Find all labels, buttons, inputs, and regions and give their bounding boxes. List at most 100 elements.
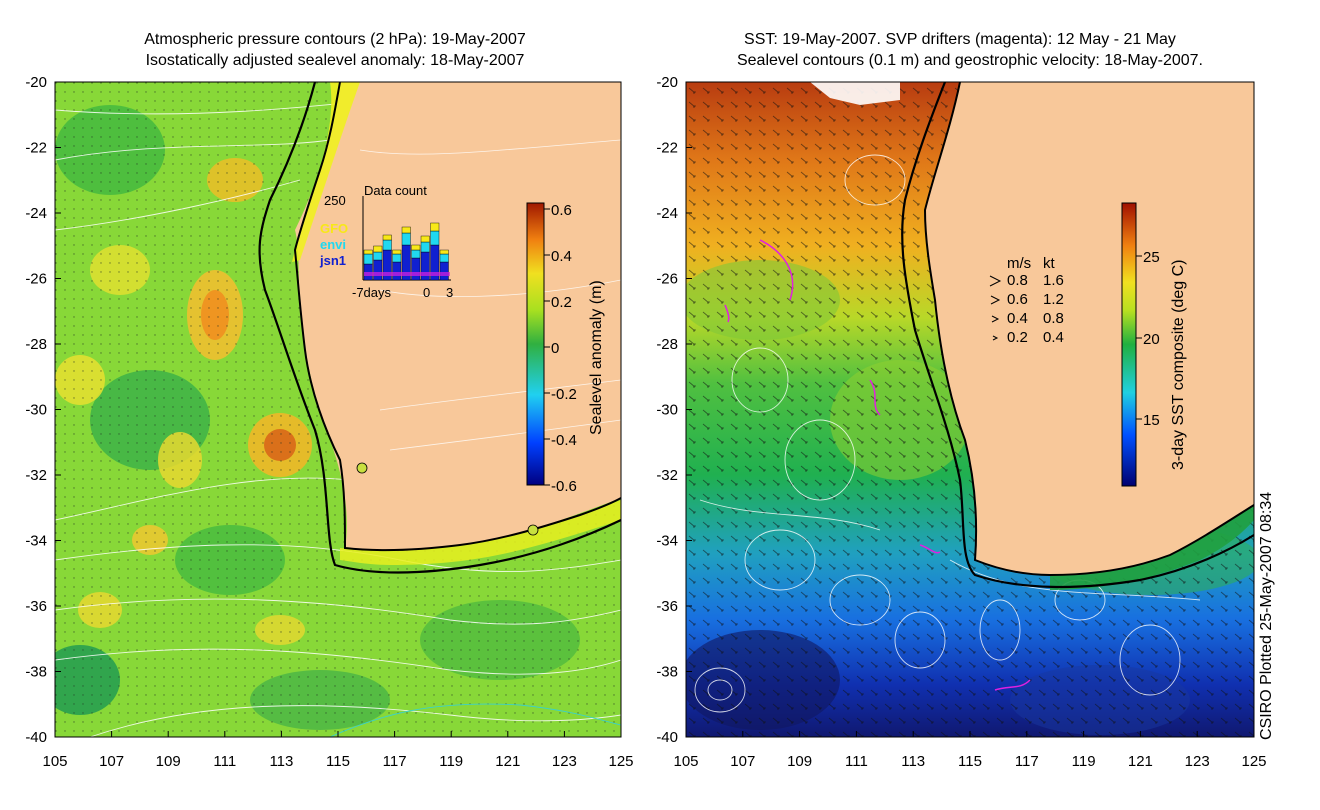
- x-tick-label: 111: [845, 753, 868, 770]
- sst-colorbar: [1121, 202, 1137, 487]
- x-tick-label: 107: [730, 753, 755, 770]
- y-tick-label: -38: [25, 664, 47, 681]
- inset-bar-segment: [439, 253, 449, 263]
- inset-bar-segment: [373, 251, 383, 261]
- sst-tick-label: 20: [1143, 331, 1160, 348]
- x-tick-label: 123: [552, 753, 577, 770]
- inset-legend-jsn1: jsn1: [319, 253, 346, 268]
- speed-legend: m/s kt 0.8 1.6 0.6 1.2 0.4 0.8 0.2 0.4: [989, 255, 1064, 346]
- y-tick-label: -34: [656, 533, 678, 550]
- sst-tick-label: 15: [1143, 412, 1160, 429]
- inset-x-label-end: 3: [446, 285, 453, 300]
- x-tick-label: 115: [958, 753, 982, 770]
- y-tick-label: -36: [25, 598, 47, 615]
- inset-bar-segment: [382, 234, 392, 241]
- svp-drifters: [724, 239, 1031, 691]
- y-tick-label: -30: [656, 402, 678, 419]
- y-tick-label: -38: [656, 664, 678, 681]
- inset-bar-segment: [439, 261, 449, 281]
- speed-legend-arrow: [992, 335, 999, 341]
- x-tick-label: 121: [495, 753, 520, 770]
- inset-bar-segment: [363, 249, 373, 255]
- left-map: [55, 82, 621, 737]
- marker-circle-2: [527, 524, 539, 536]
- inset-bar-segment: [420, 235, 430, 243]
- x-tick-label: 121: [1128, 753, 1153, 770]
- inset-legend-envi: envi: [320, 237, 346, 252]
- x-tick-label: 115: [326, 753, 350, 770]
- inset-bar-segment: [382, 239, 392, 251]
- x-tick-label: 117: [1015, 753, 1039, 770]
- data-count-inset: 250 Data count GFO envi jsn1 -7days 0 3: [319, 183, 453, 300]
- speed-legend-ms: 0.4: [1007, 310, 1028, 327]
- speed-legend-ms: 0.8: [1007, 272, 1028, 289]
- sla-tick-label: 0.6: [551, 202, 572, 219]
- sla-tick-label: 0.2: [551, 294, 572, 311]
- inset-bar-segment: [411, 257, 421, 281]
- y-tick-label: -26: [656, 271, 678, 288]
- right-map: [686, 82, 1254, 737]
- x-tick-label: 117: [383, 753, 407, 770]
- sla-colorbar: [526, 202, 545, 486]
- y-tick-label: -24: [25, 205, 47, 222]
- speed-legend-kt: 0.4: [1043, 329, 1064, 346]
- y-tick-label: -28: [656, 336, 678, 353]
- y-tick-label: -32: [656, 467, 678, 484]
- sla-tick-label: -0.4: [551, 432, 577, 449]
- sla-tick-label: -0.6: [551, 478, 577, 495]
- inset-bar-segment: [430, 222, 440, 232]
- marker-circle-1: [356, 462, 368, 474]
- right-title-line2: Sealevel contours (0.1 m) and geostrophi…: [736, 52, 1203, 69]
- x-tick-label: 119: [439, 753, 463, 770]
- sla-colorbar-label: Sealevel anomaly (m): [588, 280, 605, 435]
- speed-legend-ms: 0.6: [1007, 291, 1028, 308]
- y-tick-label: -30: [25, 402, 47, 419]
- y-tick-label: -24: [656, 205, 678, 222]
- x-tick-label: 123: [1185, 753, 1210, 770]
- shelf-break: [258, 82, 621, 574]
- inset-bar-segment: [363, 253, 373, 265]
- x-tick-label: 109: [156, 753, 181, 770]
- x-tick-label: 109: [787, 753, 812, 770]
- coastline-right: [923, 82, 1254, 577]
- sst-tick-label: 25: [1143, 249, 1160, 266]
- sst-colorbar-ticks: 25 20 15: [1136, 249, 1160, 429]
- inset-bar-segment: [392, 249, 402, 255]
- sla-tick-label: -0.2: [551, 386, 577, 403]
- y-tick-label: -20: [25, 74, 47, 91]
- left-title-line1: Atmospheric pressure contours (2 hPa): 1…: [144, 31, 526, 48]
- inset-bar-segment: [373, 259, 383, 281]
- sla-tick-label: 0.4: [551, 248, 572, 265]
- plot-credit: CSIRO Plotted 25-May-2007 08:34: [1258, 491, 1275, 740]
- sealevel-contours: [694, 154, 1201, 713]
- coastline: [293, 82, 621, 552]
- x-tick-label: 125: [608, 753, 633, 770]
- x-tick-label: 111: [213, 753, 236, 770]
- australia-landmass-right: [925, 82, 1254, 575]
- speed-legend-kt: 1.6: [1043, 272, 1064, 289]
- speed-legend-header-ms: m/s: [1007, 255, 1031, 272]
- x-tick-label: 119: [1072, 753, 1096, 770]
- x-tick-label: 125: [1241, 753, 1266, 770]
- x-tick-label: 107: [99, 753, 124, 770]
- y-tick-label: -40: [656, 729, 678, 746]
- inset-title: Data count: [364, 183, 427, 198]
- y-tick-label: -20: [656, 74, 678, 91]
- inset-ymax-label: 250: [324, 193, 346, 208]
- speed-legend-arrow: [989, 275, 1002, 287]
- y-tick-label: -22: [656, 140, 678, 157]
- inset-bar-segment: [392, 261, 402, 281]
- sst-colorbar-label: 3-day SST composite (deg C): [1170, 259, 1187, 470]
- speed-legend-ms: 0.2: [1007, 329, 1028, 346]
- inset-bar-segment: [411, 244, 421, 251]
- x-tick-label: 105: [42, 753, 67, 770]
- y-tick-label: -22: [25, 140, 47, 157]
- inset-bar-segment: [430, 230, 440, 246]
- inset-magenta-band: [364, 272, 450, 276]
- speed-legend-arrow: [991, 315, 1000, 323]
- speed-legend-kt: 0.8: [1043, 310, 1064, 327]
- y-tick-label: -32: [25, 467, 47, 484]
- inset-bar-segment: [411, 249, 421, 259]
- shelf-break-right: [901, 82, 1254, 589]
